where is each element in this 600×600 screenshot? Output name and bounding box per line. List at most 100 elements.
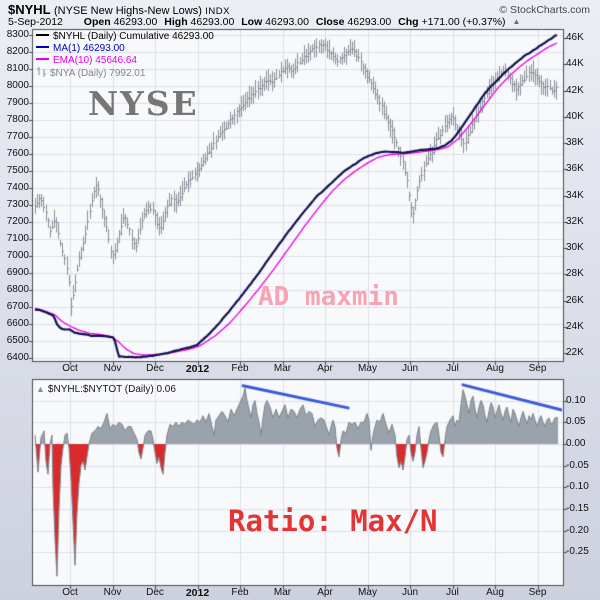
symbol-type: INDX <box>205 6 230 17</box>
chg-value: +171.00 (+0.37%) <box>421 16 506 28</box>
main-month-label: 2012 <box>185 363 210 375</box>
price-axis-tick: 7000 <box>6 250 29 261</box>
price-axis-tick: 6600 <box>6 318 29 329</box>
ratio-legend-label: $NYHL:$NYTOT (Daily) 0.06 <box>47 384 176 395</box>
change-up-arrow-icon: ▲ <box>512 17 521 26</box>
ratio-axis-tick: -0.20 <box>566 524 589 536</box>
ratio-axis-tick: -0.10 <box>566 481 589 493</box>
price-axis-tick: 8100 <box>6 63 29 74</box>
area-chart-icon: ▲ <box>36 384 45 394</box>
ratio-month-label: Jul <box>446 587 459 598</box>
ratio-axis-tick: 0.00 <box>566 437 586 449</box>
price-axis-tick: 7100 <box>6 233 29 244</box>
price-axis-tick: 7300 <box>6 199 29 210</box>
price-axis-tick: 7900 <box>6 97 29 108</box>
ratio-axis-tick: -0.05 <box>566 459 589 471</box>
legend-ema: EMA(10) 45646.64 <box>36 55 137 66</box>
main-month-label: Feb <box>231 363 249 374</box>
main-month-label: Aug <box>486 363 504 374</box>
low-value: 46293.00 <box>265 16 309 28</box>
copyright-label: © StockCharts.com <box>499 4 590 16</box>
ratio-axis-tick: -0.25 <box>566 546 589 558</box>
cumulative-axis-tick: 24K <box>566 320 584 332</box>
main-month-label: Apr <box>317 363 333 374</box>
symbol-label: $NYHL <box>8 2 51 17</box>
ratio-month-label: Feb <box>231 587 249 598</box>
price-axis-tick: 6900 <box>6 267 29 278</box>
main-month-label: Dec <box>146 363 164 374</box>
price-axis-tick: 6400 <box>6 352 29 363</box>
main-month-label: Jul <box>446 363 459 374</box>
open-value: 46293.00 <box>113 16 158 28</box>
legend-ema-label: EMA(10) 45646.64 <box>53 55 137 66</box>
price-axis-tick: 6800 <box>6 284 29 295</box>
price-axis-tick: 7400 <box>6 182 29 193</box>
cumulative-axis-tick: 36K <box>566 163 584 175</box>
date-label: 5-Sep-2012 <box>8 16 63 28</box>
ratio-month-label: 2012 <box>185 587 210 599</box>
ratio-axis-tick: -0.15 <box>566 503 589 514</box>
cumulative-axis-tick: 32K <box>566 215 584 227</box>
legend-nya: $NYA (Daily) 7992.01 <box>36 67 145 79</box>
high-label: High <box>164 16 188 28</box>
legend-nya-label: $NYA (Daily) 7992.01 <box>50 68 146 79</box>
cumulative-line-swatch-icon <box>36 34 49 36</box>
legend-cumulative: $NYHL (Daily) Cumulative 46293.00 <box>36 31 214 42</box>
high-value: 46293.00 <box>190 16 235 28</box>
cumulative-axis-tick: 44K <box>566 58 584 70</box>
watermark-nyse: NYSE <box>88 84 199 123</box>
legend-cumulative-label: $NYHL (Daily) Cumulative 46293.00 <box>53 31 214 42</box>
watermark-ad-maxmin: AD maxmin <box>258 282 399 312</box>
ratio-month-label: Apr <box>317 587 333 598</box>
ema-line-swatch-icon <box>36 58 49 60</box>
price-axis-tick: 8000 <box>6 80 29 91</box>
main-month-label: May <box>358 363 377 374</box>
ohlc-bars-icon <box>37 67 46 77</box>
open-label: Open <box>83 16 111 28</box>
price-axis-tick: 7800 <box>6 114 29 125</box>
ratio-month-label: Dec <box>146 587 164 598</box>
cumulative-axis-tick: 22K <box>566 347 584 358</box>
low-label: Low <box>241 16 263 28</box>
main-month-label: Nov <box>103 363 122 374</box>
cumulative-axis-tick: 46K <box>566 32 584 43</box>
cumulative-axis-tick: 28K <box>566 268 584 280</box>
ratio-legend: ▲ $NYHL:$NYTOT (Daily) 0.06 <box>36 384 176 395</box>
ratio-axis-tick: 0.05 <box>566 416 586 428</box>
ratio-month-label: Jun <box>401 587 419 598</box>
watermark-ratio-maxn: Ratio: Max/N <box>228 504 438 538</box>
price-axis-tick: 6700 <box>6 301 29 312</box>
cumulative-axis-tick: 30K <box>566 242 584 253</box>
ratio-month-label: May <box>358 587 377 598</box>
ratio-month-label: Aug <box>486 587 504 598</box>
ratio-month-label: Sep <box>528 587 547 598</box>
close-label: Close <box>315 16 345 28</box>
chg-label: Chg <box>398 16 419 28</box>
price-axis-tick: 7600 <box>6 148 29 159</box>
cumulative-axis-tick: 42K <box>566 84 584 96</box>
ratio-axis-tick: 0.10 <box>566 394 586 406</box>
main-month-label: Mar <box>273 363 292 374</box>
cumulative-axis-tick: 40K <box>566 110 584 122</box>
legend-ma: MA(1) 46293.00 <box>36 43 125 54</box>
cumulative-axis-tick: 26K <box>566 294 584 306</box>
symbol-description: (NYSE New Highs-New Lows) <box>53 5 202 17</box>
cumulative-axis-tick: 38K <box>566 137 584 148</box>
main-month-label: Oct <box>62 363 78 374</box>
price-axis-tick: 8300 <box>6 29 29 40</box>
close-value: 46293.00 <box>347 16 392 28</box>
price-axis-tick: 7500 <box>6 165 29 176</box>
price-axis-tick: 7700 <box>6 131 29 142</box>
ratio-month-label: Mar <box>273 587 292 598</box>
chart-header: $NYHL (NYSE New Highs-New Lows) INDX <box>8 2 230 17</box>
price-axis-tick: 8200 <box>6 46 29 57</box>
ma-line-swatch-icon <box>36 46 49 48</box>
price-axis-tick: 7200 <box>6 216 29 227</box>
cumulative-axis-tick: 34K <box>566 189 584 201</box>
ohlc-summary-row: 5-Sep-2012 Open 46293.00 High 46293.00 L… <box>8 16 524 28</box>
ratio-month-label: Nov <box>103 587 122 598</box>
main-month-label: Sep <box>528 363 547 374</box>
legend-ma-label: MA(1) 46293.00 <box>53 43 125 54</box>
